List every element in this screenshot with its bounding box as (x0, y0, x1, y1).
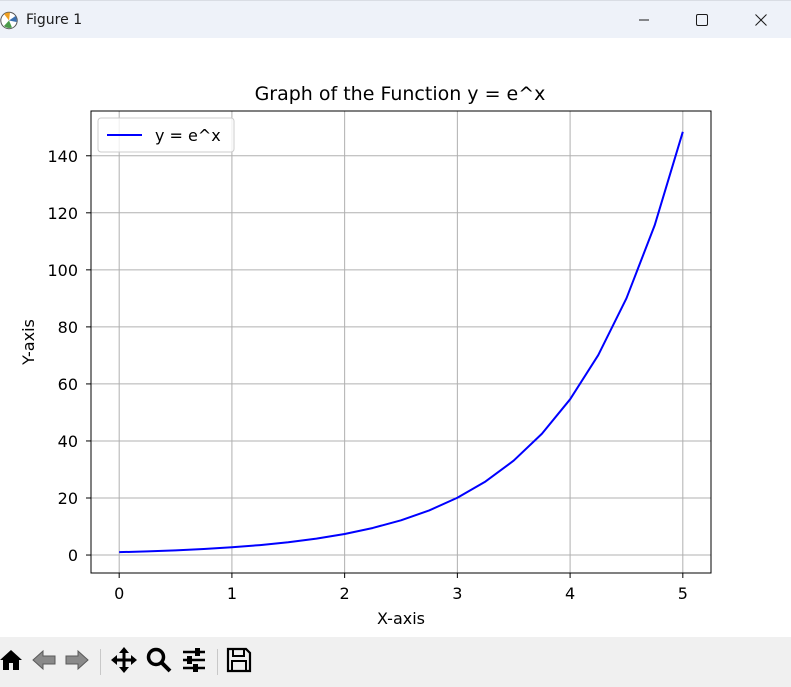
pan-icon (110, 646, 138, 678)
figure-canvas[interactable]: Graph of the Function y = e^x 0 1 2 3 4 5 0 20… (0, 38, 791, 637)
toolbar-separator (100, 649, 101, 675)
legend: y = e^x (97, 117, 235, 153)
y-axis-label: Y-axis (19, 319, 38, 366)
minimize-icon (638, 14, 650, 26)
forward-icon (63, 648, 91, 676)
y-tick-label: 20 (58, 489, 78, 508)
maximize-icon (696, 14, 708, 26)
y-tick-label: 100 (47, 261, 78, 280)
y-axis-ticks: 0 20 40 60 80 100 120 140 (47, 147, 91, 565)
forward-button[interactable] (63, 648, 91, 676)
x-axis-label: X-axis (377, 609, 425, 628)
y-tick-label: 0 (68, 546, 78, 565)
back-icon (30, 648, 58, 676)
save-button[interactable] (225, 646, 253, 678)
pan-button[interactable] (110, 646, 138, 678)
close-button[interactable] (732, 1, 790, 39)
x-axis-ticks: 0 1 2 3 4 5 (114, 573, 688, 603)
grid-lines (91, 111, 711, 573)
home-icon (0, 647, 24, 677)
y-tick-label: 80 (58, 318, 78, 337)
home-button[interactable] (0, 648, 25, 676)
navigation-toolbar (0, 637, 791, 687)
zoom-button[interactable] (145, 646, 173, 678)
x-tick-label: 4 (565, 584, 575, 603)
matplotlib-logo-icon (0, 11, 19, 30)
configure-subplots-icon (180, 646, 208, 678)
close-icon (755, 14, 767, 26)
zoom-icon (145, 646, 173, 678)
x-tick-label: 5 (678, 584, 688, 603)
series-line-exp (119, 131, 684, 554)
x-tick-label: 1 (227, 584, 237, 603)
plot-area-frame (90, 110, 712, 574)
back-button[interactable] (30, 648, 58, 676)
y-tick-label: 120 (47, 204, 78, 223)
series-layer (119, 131, 684, 554)
maximize-button[interactable] (673, 1, 731, 39)
line-chart: Graph of the Function y = e^x 0 1 2 3 4 5 0 20… (19, 83, 712, 628)
minimize-button[interactable] (615, 1, 673, 39)
legend-label: y = e^x (155, 126, 221, 145)
x-tick-label: 0 (114, 584, 124, 603)
x-tick-label: 2 (340, 584, 350, 603)
configure-subplots-button[interactable] (180, 648, 208, 676)
y-tick-label: 60 (58, 375, 78, 394)
y-tick-label: 40 (58, 432, 78, 451)
chart-title: Graph of the Function y = e^x (255, 83, 546, 105)
window-titlebar[interactable]: Figure 1 (0, 0, 791, 38)
save-icon (225, 646, 253, 678)
legend-box (97, 117, 235, 153)
y-tick-label: 140 (47, 147, 78, 166)
window-title: Figure 1 (26, 12, 83, 28)
toolbar-separator (217, 649, 218, 675)
x-tick-label: 3 (452, 584, 462, 603)
